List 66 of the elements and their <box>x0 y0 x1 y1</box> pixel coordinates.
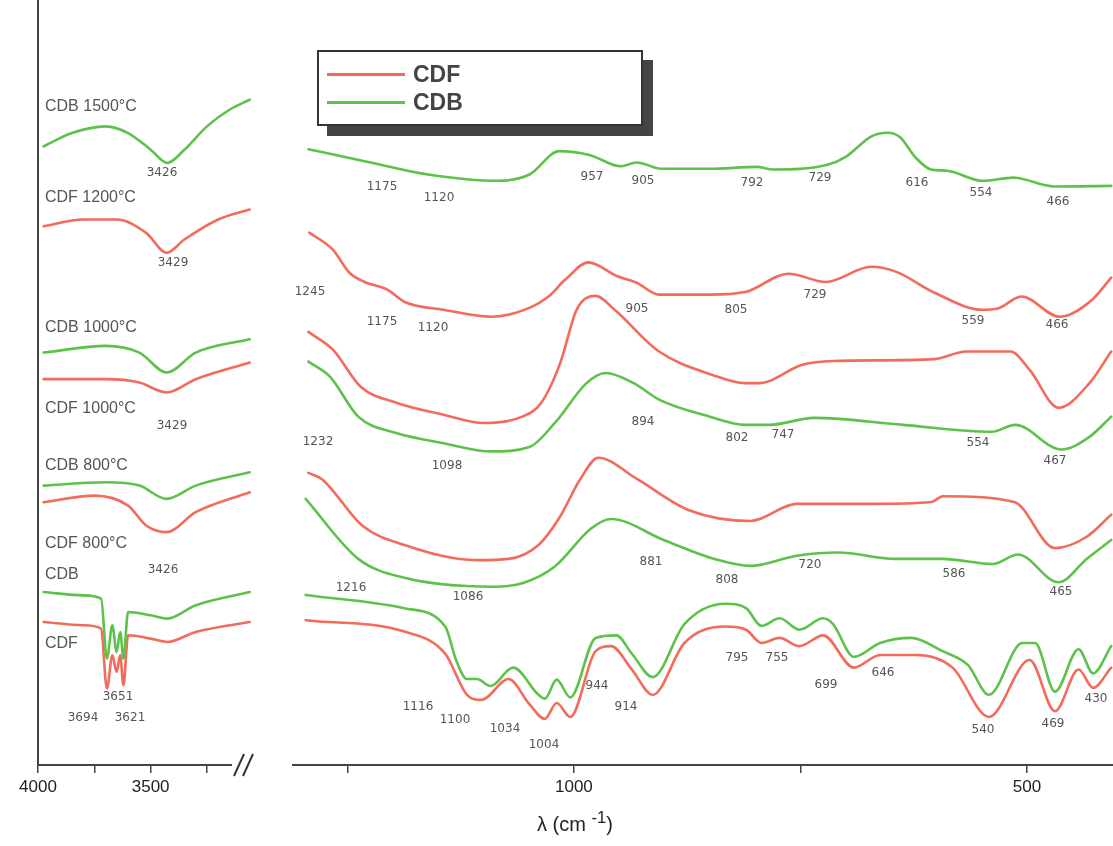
annotation: 430 <box>1084 691 1108 706</box>
annotation: 755 <box>765 650 789 665</box>
annotation: 1004 <box>528 737 560 752</box>
x-tick-label: 4000 <box>19 776 57 796</box>
annotation: 792 <box>740 175 764 190</box>
annotation: 881 <box>639 554 663 569</box>
annotation: 3694 <box>67 710 99 725</box>
annotation: 1098 <box>431 458 463 473</box>
series-label: CDB <box>45 565 79 583</box>
annotation: 1216 <box>335 580 367 595</box>
legend-label: CDF <box>413 60 461 88</box>
annotation: 1100 <box>439 712 471 727</box>
annotation: 3426 <box>147 562 179 577</box>
annotation: 540 <box>971 722 995 737</box>
series-label: CDF 800°C <box>45 533 127 551</box>
annotation: 559 <box>961 313 985 328</box>
annotation: 616 <box>905 175 929 190</box>
series-label: CDB 800°C <box>45 456 128 474</box>
x-axis-title: λ (cm $^{-1}$) <box>536 808 614 836</box>
annotation: 465 <box>1049 584 1073 599</box>
annotation: 729 <box>808 170 832 185</box>
annotation: 1175 <box>366 314 398 329</box>
annotation: 747 <box>771 427 795 442</box>
annotation: 646 <box>871 665 895 680</box>
annotation: 3429 <box>156 418 188 433</box>
annotation: 944 <box>585 678 609 693</box>
x-tick-label: 500 <box>1012 776 1042 796</box>
annotation: 1175 <box>366 179 398 194</box>
annotation: 3621 <box>114 710 146 725</box>
annotation: 957 <box>580 169 604 184</box>
annotation: 905 <box>625 301 649 316</box>
annotation: 554 <box>966 435 990 450</box>
annotation: 3426 <box>146 165 178 180</box>
series-label: CDF 1000°C <box>45 398 136 416</box>
annotation: 805 <box>724 302 748 317</box>
annotation: 1116 <box>402 699 434 714</box>
annotation: 467 <box>1043 453 1067 468</box>
annotation: 914 <box>614 699 638 714</box>
series-label: CDB 1000°C <box>45 317 137 335</box>
annotation: 1034 <box>489 721 521 736</box>
series-label: CDF <box>45 634 79 652</box>
annotation: 1120 <box>417 320 449 335</box>
annotation: 586 <box>942 566 966 581</box>
series-label: CDF 1200°C <box>45 187 136 205</box>
annotation: 1232 <box>302 434 334 449</box>
annotation: 554 <box>969 185 993 200</box>
annotation: 1120 <box>423 190 455 205</box>
annotation: 3429 <box>157 255 189 270</box>
annotation: 1245 <box>294 284 326 299</box>
legend-label: CDB <box>413 88 463 116</box>
annotation: 3651 <box>102 689 134 704</box>
annotation: 795 <box>725 650 749 665</box>
annotation: 894 <box>631 414 655 429</box>
annotation: 469 <box>1041 716 1065 731</box>
annotation: 720 <box>798 557 822 572</box>
annotation: 729 <box>803 287 827 302</box>
annotation: 802 <box>725 430 749 445</box>
series-label: CDB 1500°C <box>45 96 137 114</box>
annotation: 699 <box>814 677 838 692</box>
annotation: 466 <box>1046 194 1070 209</box>
annotation: 1086 <box>452 589 484 604</box>
x-tick-label: 3500 <box>131 776 170 796</box>
annotation: 808 <box>715 572 739 587</box>
x-tick-label: 1000 <box>554 776 593 796</box>
annotation: 905 <box>631 173 655 188</box>
annotation: 466 <box>1045 317 1069 332</box>
